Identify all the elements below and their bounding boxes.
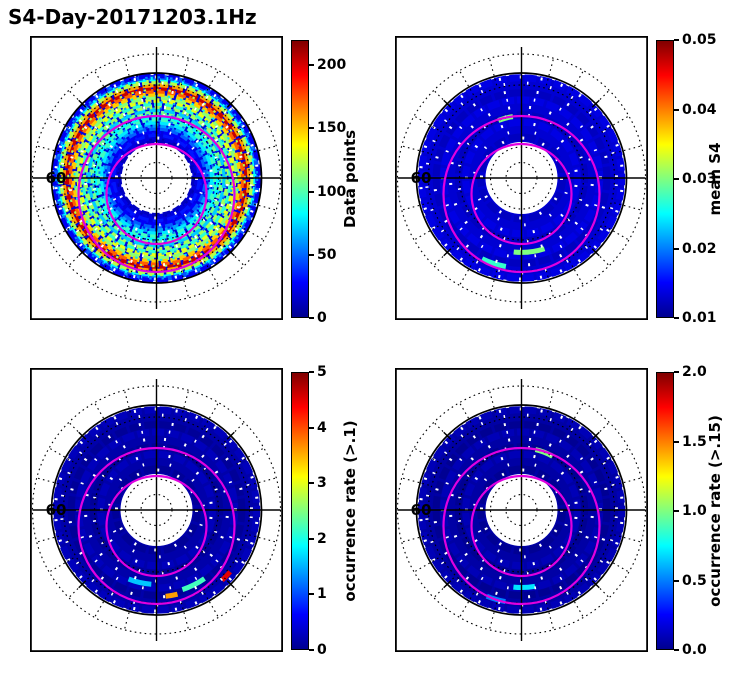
- colorbar-tick-label: 0.0: [682, 642, 707, 658]
- colorbar-tick-mark: [309, 649, 314, 651]
- magenta-oval-overlay: [77, 114, 236, 274]
- panel-data-points: 60 Data points 0 50 100 150 200: [30, 36, 366, 326]
- plot-frame: [30, 36, 283, 320]
- colorbar-tick-label: 2.0: [682, 364, 707, 380]
- magenta-oval-overlay: [77, 446, 236, 606]
- latitude-label: 60: [46, 169, 67, 187]
- colorbar-tick-label: 4: [317, 419, 327, 436]
- colorbar-occurrence-rate-gt-0.1: occurrence rate (>.1) 0 1 2 3 4 5: [291, 364, 366, 658]
- polar-grid: [396, 379, 647, 641]
- colorbar-tick-mark: [674, 178, 679, 180]
- colorbar-tick-mark: [674, 371, 679, 373]
- colorbar-tick-label: 100: [317, 183, 347, 200]
- colorbar-tick-mark: [674, 247, 679, 250]
- plot-frame: [30, 368, 283, 652]
- colorbar-tick-label: 0.03: [682, 171, 717, 187]
- colorbar-tick-mark: [309, 426, 314, 429]
- colorbar-tick-mark: [674, 108, 679, 111]
- colorbar-tick-label: 150: [317, 120, 347, 137]
- colorbar-tick-label: 1.5: [682, 433, 707, 450]
- colorbar-tick-label: 0.04: [682, 101, 717, 118]
- plot-frame: [395, 36, 648, 320]
- colorbar-tick-mark: [309, 64, 314, 67]
- polar-plot-data-points: 60: [30, 36, 283, 320]
- magenta-oval-overlay: [442, 114, 601, 274]
- colorbar-tick-mark: [309, 127, 314, 130]
- colorbar-tick-label: 1.0: [682, 503, 707, 519]
- colorbar-tick-mark: [309, 317, 314, 319]
- magenta-oval-overlay: [442, 446, 601, 606]
- colorbar-tick-label: 5: [317, 364, 327, 380]
- figure-title: S4-Day-20171203.1Hz: [8, 5, 257, 29]
- colorbar-tick-mark: [309, 371, 314, 373]
- colorbar-mean-s4: mean S4 0.01 0.02 0.03 0.04 0.05: [656, 32, 731, 326]
- colorbar-axis-label: Data points: [341, 129, 359, 229]
- colorbar-tick-mark: [309, 190, 314, 193]
- polar-plot-occurrence-rate-gt-0.1: 60: [30, 368, 283, 652]
- colorbar-gradient: [656, 40, 674, 318]
- colorbar-tick-label: 0.02: [682, 240, 717, 257]
- colorbar-tick-mark: [674, 39, 679, 41]
- latitude-label: 60: [411, 169, 432, 187]
- colorbar-tick-mark: [674, 579, 679, 582]
- colorbar-gradient: [656, 372, 674, 650]
- colorbar-tick-mark: [674, 317, 679, 319]
- latitude-label: 60: [46, 501, 67, 519]
- polar-grid: [31, 47, 282, 309]
- polar-plot-occurrence-rate-gt-0.15: 60: [395, 368, 648, 652]
- colorbar-gradient: [291, 40, 309, 318]
- colorbar-tick-label: 0.5: [682, 572, 707, 589]
- colorbar-tick-label: 0.01: [682, 310, 717, 326]
- colorbar-gradient: [291, 372, 309, 650]
- polar-plot-mean-s4: 60: [395, 36, 648, 320]
- colorbar-occurrence-rate-gt-0.15: occurrence rate (>.15) 0.0 0.5 1.0 1.5 2.0: [656, 364, 731, 658]
- colorbar-tick-label: 0: [317, 310, 327, 326]
- colorbar-tick-label: 0.05: [682, 32, 717, 48]
- colorbar-tick-mark: [309, 537, 314, 540]
- panel-mean-s4: 60 mean S4 0.01 0.02 0.03 0.04 0.05: [395, 32, 731, 326]
- colorbar-tick-mark: [309, 482, 314, 485]
- colorbar-tick-label: 200: [317, 57, 347, 74]
- colorbar-axis-label: occurrence rate (>.1): [341, 420, 359, 602]
- colorbar-tick-mark: [674, 440, 679, 443]
- colorbar-tick-mark: [674, 510, 679, 512]
- colorbar-tick-mark: [309, 253, 314, 256]
- colorbar-tick-label: 0: [317, 642, 327, 658]
- plot-frame: [395, 368, 648, 652]
- colorbar-tick-mark: [309, 593, 314, 596]
- colorbar-axis-label: occurrence rate (>.15): [706, 415, 724, 607]
- latitude-label: 60: [411, 501, 432, 519]
- colorbar-data-points: Data points 0 50 100 150 200: [291, 40, 366, 326]
- colorbar-tick-label: 50: [317, 246, 337, 263]
- colorbar-tick-label: 1: [317, 586, 327, 603]
- colorbar-tick-label: 2: [317, 530, 327, 547]
- panel-occurrence-rate-gt-0.15: 60 occurrence rate (>.15) 0.0 0.5 1.0 1.5 2.…: [395, 364, 731, 658]
- colorbar-tick-mark: [674, 649, 679, 651]
- colorbar-tick-label: 3: [317, 475, 327, 492]
- panel-occurrence-rate-gt-0.1: 60 occurrence rate (>.1) 0 1 2 3 4 5: [30, 364, 366, 658]
